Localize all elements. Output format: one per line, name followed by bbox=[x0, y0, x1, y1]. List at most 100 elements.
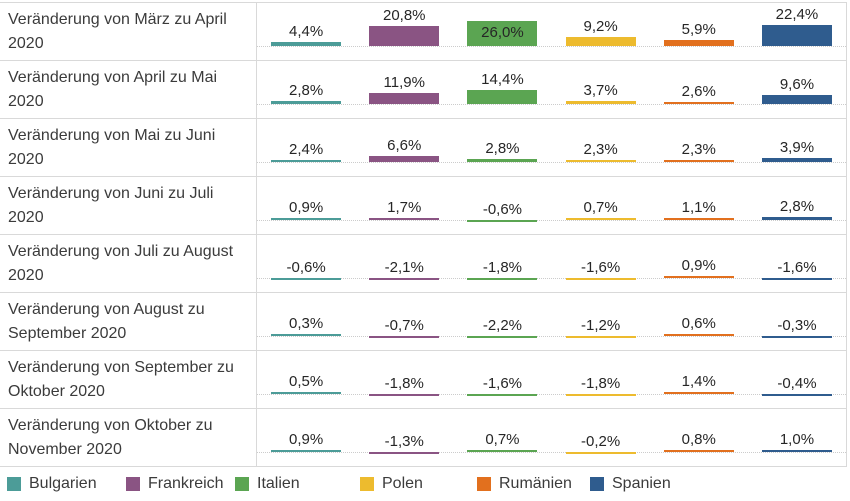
bar-cell-frankreich: -2,1% bbox=[355, 235, 453, 292]
value-label: 0,9% bbox=[288, 199, 324, 217]
bar-cell-rumänien: 0,9% bbox=[650, 235, 748, 292]
bar-cell-italien: -2,2% bbox=[453, 293, 551, 350]
value-label: 0,5% bbox=[288, 373, 324, 391]
zero-baseline bbox=[257, 46, 846, 47]
zero-baseline bbox=[257, 394, 846, 395]
legend-label: Spanien bbox=[612, 475, 671, 492]
bar-frankreich bbox=[369, 394, 440, 396]
value-label: -1,6% bbox=[777, 259, 817, 276]
value-label: 2,4% bbox=[288, 140, 324, 158]
bar-polen bbox=[565, 37, 636, 46]
row-plot-area: 2,4% 6,6% 2,8% 2,3% 2,3% 3,9% bbox=[257, 119, 846, 176]
value-label: 9,2% bbox=[583, 18, 618, 36]
bar-spanien bbox=[761, 24, 832, 46]
bar-rumänien bbox=[663, 218, 734, 220]
bar-polen bbox=[565, 100, 636, 104]
zero-baseline bbox=[257, 336, 846, 337]
bar-cell-polen: 0,7% bbox=[552, 177, 650, 234]
bar-frankreich bbox=[369, 336, 440, 338]
value-label: -1,6% bbox=[581, 259, 621, 276]
bar-spanien bbox=[761, 394, 832, 396]
bar-frankreich bbox=[369, 26, 440, 46]
value-label: 6,6% bbox=[387, 136, 422, 154]
legend-item-italien: Italien bbox=[235, 475, 300, 493]
value-label: 2,3% bbox=[583, 140, 618, 158]
legend-swatch-icon bbox=[7, 477, 21, 491]
bar-cell-italien: 14,4% bbox=[453, 61, 551, 118]
value-label: -1,2% bbox=[581, 317, 621, 334]
zero-baseline bbox=[257, 278, 846, 279]
bar-frankreich bbox=[369, 155, 440, 162]
chart-grid: Veränderung von März zu April 2020 4,4% 20… bbox=[0, 2, 847, 467]
bar-cell-frankreich: 20,8% bbox=[355, 3, 453, 60]
bar-cell-polen: -1,2% bbox=[552, 293, 650, 350]
row-label: Veränderung von Juli zu August 2020 bbox=[0, 235, 257, 292]
bar-cell-spanien: 3,9% bbox=[748, 119, 846, 176]
bar-polen bbox=[565, 394, 636, 396]
bar-cell-polen: 3,7% bbox=[552, 61, 650, 118]
value-label: -2,2% bbox=[482, 317, 523, 334]
bar-polen bbox=[565, 452, 636, 454]
bar-rumänien bbox=[663, 276, 734, 278]
bar-cell-spanien: -0,4% bbox=[748, 351, 846, 408]
row-label: Veränderung von Oktober zu November 2020 bbox=[0, 409, 257, 466]
row-label: Veränderung von Mai zu Juni 2020 bbox=[0, 119, 257, 176]
bar-cell-italien: -1,6% bbox=[453, 351, 551, 408]
value-label: 1,7% bbox=[387, 199, 422, 217]
bar-polen bbox=[565, 278, 636, 280]
row-plot-area: 2,8% 11,9% 14,4% 3,7% 2,6% 9,6% bbox=[257, 61, 846, 118]
bar-polen bbox=[565, 159, 636, 162]
bar-cell-spanien: -1,6% bbox=[748, 235, 846, 292]
value-label: -0,3% bbox=[777, 317, 817, 334]
bar-italien bbox=[467, 336, 538, 339]
bar-cell-rumänien: 0,6% bbox=[650, 293, 748, 350]
row-label: Veränderung von August zu September 2020 bbox=[0, 293, 257, 350]
legend-item-bulgarien: Bulgarien bbox=[7, 475, 97, 493]
value-label: 0,6% bbox=[681, 315, 716, 333]
bar-cell-italien: -1,8% bbox=[453, 235, 551, 292]
value-label: 0,3% bbox=[288, 315, 324, 333]
value-label: -0,2% bbox=[581, 433, 621, 450]
value-label: 11,9% bbox=[383, 73, 425, 91]
value-label: 5,9% bbox=[681, 21, 716, 39]
row-plot-area: -0,6% -2,1% -1,8% -1,6% 0,9% -1,6% bbox=[257, 235, 846, 292]
bar-polen bbox=[565, 218, 636, 220]
bar-cell-rumänien: 1,4% bbox=[650, 351, 748, 408]
bar-cell-bulgarien: -0,6% bbox=[257, 235, 355, 292]
bar-cell-italien: -0,6% bbox=[453, 177, 551, 234]
value-label: 2,8% bbox=[779, 198, 815, 216]
bar-bulgarien bbox=[271, 159, 342, 162]
bar-spanien bbox=[761, 450, 832, 452]
value-label: -1,6% bbox=[482, 375, 523, 392]
legend-label: Italien bbox=[257, 475, 300, 492]
bar-cell-bulgarien: 4,4% bbox=[257, 3, 355, 60]
bar-rumänien bbox=[663, 392, 734, 394]
bar-cell-spanien: 9,6% bbox=[748, 61, 846, 118]
bar-cell-frankreich: 11,9% bbox=[355, 61, 453, 118]
value-label: -1,8% bbox=[384, 375, 424, 392]
value-label: 1,4% bbox=[681, 373, 716, 391]
bar-cell-spanien: 1,0% bbox=[748, 409, 846, 466]
bar-cell-italien: 2,8% bbox=[453, 119, 551, 176]
legend-swatch-icon bbox=[235, 477, 249, 491]
bar-spanien bbox=[761, 94, 832, 104]
bar-cell-rumänien: 2,3% bbox=[650, 119, 748, 176]
value-label: 3,9% bbox=[779, 139, 815, 157]
bar-cell-italien: 0,7% bbox=[453, 409, 551, 466]
bar-cell-frankreich: 1,7% bbox=[355, 177, 453, 234]
row-plot-area: 0,9% 1,7% -0,6% 0,7% 1,1% 2,8% bbox=[257, 177, 846, 234]
bar-polen bbox=[565, 336, 636, 338]
chart-row: Veränderung von Mai zu Juni 2020 2,4% 6,6%… bbox=[0, 119, 846, 177]
value-label: -0,4% bbox=[777, 375, 817, 392]
bar-cell-polen: -0,2% bbox=[552, 409, 650, 466]
chart-row: Veränderung von Juli zu August 2020 -0,6%… bbox=[0, 235, 846, 293]
value-label: -2,1% bbox=[384, 259, 424, 276]
row-plot-area: 0,3% -0,7% -2,2% -1,2% 0,6% -0,3% bbox=[257, 293, 846, 350]
value-label: -1,8% bbox=[482, 259, 523, 276]
bar-cell-rumänien: 0,8% bbox=[650, 409, 748, 466]
value-label: 22,4% bbox=[775, 5, 819, 23]
bar-rumänien bbox=[663, 159, 734, 162]
bar-cell-bulgarien: 0,3% bbox=[257, 293, 355, 350]
legend-item-polen: Polen bbox=[360, 475, 423, 493]
row-plot-area: 4,4% 20,8% 26,0% 9,2% 5,9% 22,4% bbox=[257, 3, 846, 60]
